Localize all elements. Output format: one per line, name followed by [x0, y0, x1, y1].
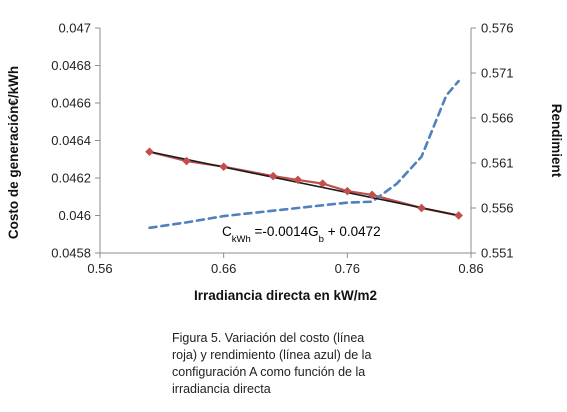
left-axis-ticks: 0.0458 0.046 0.0462 0.0464 0.0466 0.0468 0.047: [51, 21, 100, 261]
right-tick-label: 0.566: [481, 111, 514, 126]
right-tick-label: 0.561: [481, 156, 514, 171]
costo-data-point: [145, 147, 154, 157]
left-tick-label: 0.0466: [51, 96, 91, 111]
left-tick-label: 0.0458: [51, 246, 91, 261]
x-tick-label: 0.86: [458, 261, 483, 276]
plot-frame: [99, 28, 472, 254]
x-axis-ticks: 0.56 0.66 0.76 0.86: [87, 253, 484, 276]
right-axis-ticks: 0.551 0.556 0.561 0.566 0.571 0.576: [471, 21, 514, 261]
data-series: [145, 79, 463, 230]
dual-axis-line-chart: 0.0458 0.046 0.0462 0.0464 0.0466 0.0468 0.047…: [6, 21, 564, 304]
left-tick-label: 0.047: [58, 21, 91, 36]
x-tick-label: 0.56: [87, 261, 112, 276]
costo-data-point: [219, 162, 228, 172]
costo-data-point: [454, 211, 463, 220]
left-tick-label: 0.046: [58, 208, 91, 223]
costo-data-point: [182, 156, 191, 166]
left-axis-title: Costo de generación€/kWh: [6, 66, 21, 239]
x-axis-title: Irradiancia directa en kW/m2: [194, 288, 377, 303]
left-tick-label: 0.0462: [51, 171, 91, 186]
rendimiento-series-line: [148, 79, 460, 230]
left-tick-label: 0.0468: [51, 58, 91, 73]
costo-data-point: [417, 203, 426, 213]
costo-data-point: [343, 186, 352, 196]
costo-data-point: [367, 190, 377, 200]
costo-data-point: [318, 179, 327, 188]
right-tick-label: 0.576: [481, 21, 514, 36]
right-tick-label: 0.556: [481, 201, 514, 216]
right-tick-label: 0.571: [481, 66, 514, 81]
right-tick-label: 0.551: [481, 246, 514, 261]
costo-data-point: [268, 171, 278, 181]
left-tick-label: 0.0464: [51, 133, 91, 148]
costo-data-point: [293, 175, 303, 185]
x-tick-label: 0.66: [211, 261, 236, 276]
x-tick-label: 0.76: [335, 261, 360, 276]
figure-caption: Figura 5. Variación del costo (línea roj…: [172, 331, 372, 396]
trendline-equation: CkWh =-0.0014Gb + 0.0472: [222, 224, 381, 245]
costo-trendline: [149, 150, 459, 217]
right-axis-title: Rendimient: [549, 104, 564, 178]
